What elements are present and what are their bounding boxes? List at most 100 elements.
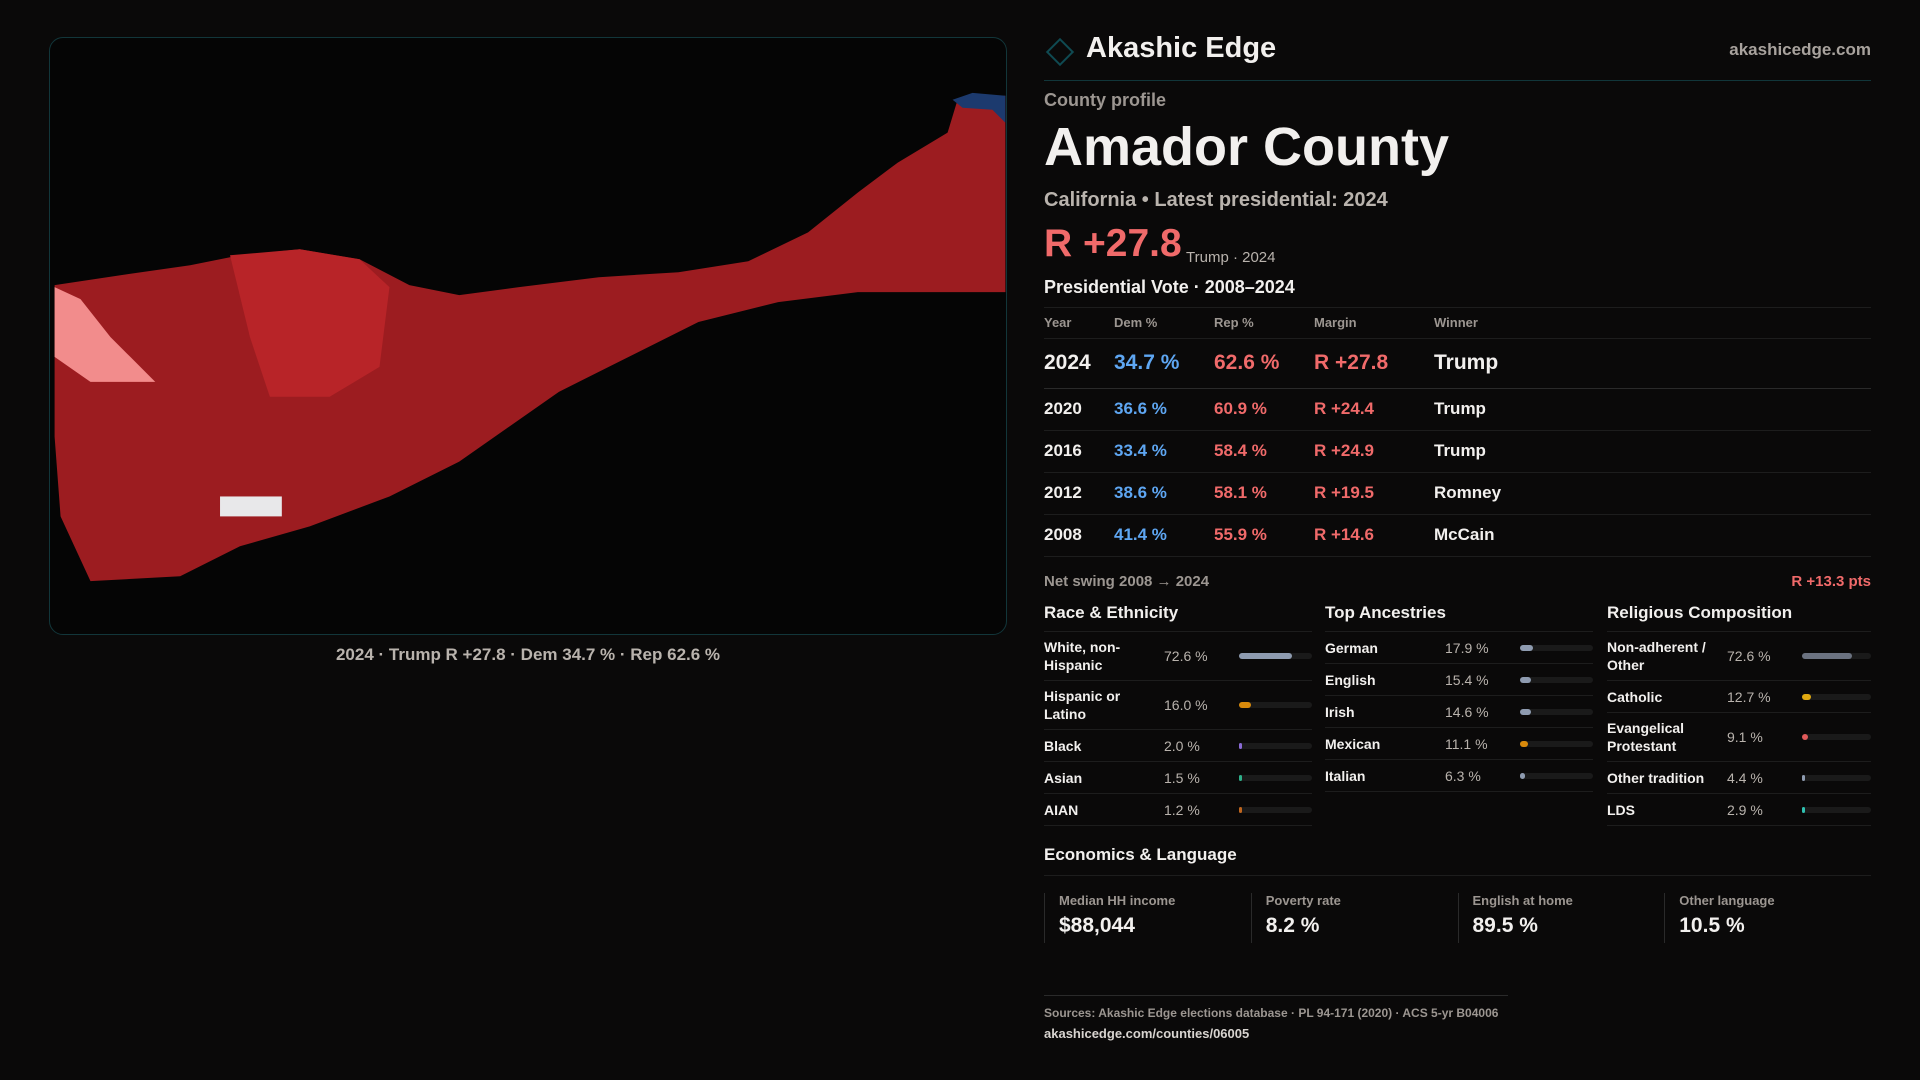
stat-label: Poverty rate bbox=[1265, 893, 1341, 908]
cell-winner: Romney bbox=[1434, 472, 1871, 515]
section-title: Race & Ethnicity bbox=[1044, 603, 1312, 632]
table-row: 2024 34.7 % 62.6 % R +27.8 Trump bbox=[1044, 338, 1871, 389]
item-bar bbox=[1239, 774, 1312, 781]
item-pct: 15.4 % bbox=[1445, 671, 1489, 688]
kicker: County profile bbox=[1044, 90, 1166, 110]
item-bar-fill bbox=[1239, 702, 1251, 708]
item-bar bbox=[1520, 772, 1593, 779]
item-label: Black bbox=[1044, 737, 1082, 754]
stat-card: Median HH income $88,044 bbox=[1044, 893, 1251, 943]
map-caption: 2024 · Trump R +27.8 · Dem 34.7 % · Rep … bbox=[335, 645, 721, 664]
divider bbox=[1044, 80, 1871, 81]
county-shape bbox=[54, 95, 1006, 582]
item-label: LDS bbox=[1607, 801, 1635, 818]
precinct-dem bbox=[952, 92, 1006, 123]
stat-card: Other language 10.5 % bbox=[1664, 893, 1871, 943]
sources-link[interactable]: akashicedge.com/counties/06005 bbox=[1044, 1026, 1250, 1041]
item-bar bbox=[1520, 740, 1593, 747]
stat-label: Median HH income bbox=[1059, 893, 1176, 908]
cell-year: 2016 bbox=[1044, 430, 1114, 473]
item-bar bbox=[1802, 806, 1871, 813]
col-year: Year bbox=[1044, 308, 1114, 339]
cell-winner: McCain bbox=[1434, 514, 1871, 557]
list-item: Hispanic or Latino 16.0 % bbox=[1044, 681, 1312, 730]
list-item: White, non-Hispanic 72.6 % bbox=[1044, 632, 1312, 681]
stat-value: $88,044 bbox=[1059, 914, 1135, 937]
item-bar-fill bbox=[1520, 740, 1529, 747]
item-pct: 1.2 % bbox=[1164, 801, 1200, 818]
item-pct: 16.0 % bbox=[1164, 697, 1208, 713]
economics-title: Economics & Language bbox=[1044, 845, 1871, 876]
race-section: Race & Ethnicity White, non-Hispanic 72.6 … bbox=[1044, 603, 1312, 826]
item-bar-fill bbox=[1802, 774, 1806, 781]
swing-value: R +13.3 pts bbox=[1791, 573, 1871, 590]
item-label: Evangelical Protestant bbox=[1607, 720, 1685, 754]
cell-year: 2024 bbox=[1044, 338, 1114, 389]
item-bar bbox=[1802, 653, 1871, 659]
item-pct: 2.0 % bbox=[1164, 737, 1200, 754]
economics-stats: Median HH income $88,044 Poverty rate 8.2 %… bbox=[1044, 893, 1871, 943]
item-label: Mexican bbox=[1325, 735, 1381, 752]
section-title: Religious Composition bbox=[1607, 603, 1871, 632]
item-bar-fill bbox=[1802, 653, 1853, 659]
item-pct: 2.9 % bbox=[1727, 801, 1763, 818]
cell-dem: 34.7 % bbox=[1114, 338, 1214, 389]
list-item: Italian 6.3 % bbox=[1325, 760, 1593, 792]
col-rep: Rep % bbox=[1214, 308, 1314, 339]
stat-card: English at home 89.5 % bbox=[1457, 893, 1665, 943]
item-bar-fill bbox=[1239, 653, 1292, 659]
item-bar bbox=[1239, 742, 1312, 749]
brand-name: Akashic Edge bbox=[1086, 32, 1277, 64]
item-bar bbox=[1520, 676, 1593, 683]
item-bar bbox=[1520, 644, 1593, 651]
item-bar-fill bbox=[1239, 774, 1242, 781]
cell-rep: 58.1 % bbox=[1214, 472, 1314, 515]
item-bar-fill bbox=[1520, 772, 1525, 779]
item-pct: 17.9 % bbox=[1445, 639, 1489, 656]
county-map[interactable] bbox=[49, 37, 1007, 635]
list-item: Catholic 12.7 % bbox=[1607, 681, 1871, 713]
list-item: Irish 14.6 % bbox=[1325, 696, 1593, 728]
cell-margin: R +27.8 bbox=[1314, 338, 1434, 389]
stat-label: English at home bbox=[1472, 893, 1573, 908]
cell-rep: 58.4 % bbox=[1214, 430, 1314, 473]
religion-section: Religious Composition Non-adherent / Othe… bbox=[1607, 603, 1871, 826]
item-bar bbox=[1239, 806, 1312, 813]
item-bar-fill bbox=[1802, 806, 1805, 813]
item-label: German bbox=[1325, 639, 1378, 656]
item-pct: 1.5 % bbox=[1164, 769, 1200, 786]
table-row: 2012 38.6 % 58.1 % R +19.5 Romney bbox=[1044, 472, 1871, 515]
cell-margin: R +24.9 bbox=[1314, 430, 1434, 473]
item-pct: 12.7 % bbox=[1727, 688, 1771, 705]
cell-rep: 60.9 % bbox=[1214, 388, 1314, 431]
item-bar-fill bbox=[1520, 644, 1534, 651]
cell-rep: 55.9 % bbox=[1214, 514, 1314, 557]
site-link[interactable]: akashicedge.com bbox=[1729, 40, 1871, 59]
page-title: Amador County bbox=[1044, 117, 1449, 177]
item-bar bbox=[1802, 693, 1871, 700]
item-label: Non-adherent / Other bbox=[1607, 639, 1706, 673]
item-bar bbox=[1520, 708, 1593, 715]
item-pct: 72.6 % bbox=[1164, 648, 1208, 664]
item-label: Catholic bbox=[1607, 688, 1663, 705]
stat-value: 89.5 % bbox=[1472, 914, 1538, 937]
cell-dem: 36.6 % bbox=[1114, 388, 1214, 431]
precinct-nodata bbox=[220, 496, 282, 517]
item-pct: 14.6 % bbox=[1445, 703, 1489, 720]
item-label: Italian bbox=[1325, 767, 1366, 784]
item-bar-fill bbox=[1239, 742, 1242, 749]
list-item: Non-adherent / Other 72.6 % bbox=[1607, 632, 1871, 681]
list-item: LDS 2.9 % bbox=[1607, 794, 1871, 826]
cell-year: 2012 bbox=[1044, 472, 1114, 515]
margin-label: Trump · 2024 bbox=[1186, 249, 1276, 266]
brand-logo[interactable]: Akashic Edge bbox=[1044, 32, 1277, 66]
col-winner: Winner bbox=[1434, 308, 1871, 339]
section-title: Top Ancestries bbox=[1325, 603, 1593, 632]
item-bar bbox=[1239, 653, 1312, 659]
table-row: 2016 33.4 % 58.4 % R +24.9 Trump bbox=[1044, 430, 1871, 473]
item-bar bbox=[1802, 774, 1871, 781]
item-label: Asian bbox=[1044, 769, 1083, 786]
table-row: 2020 36.6 % 60.9 % R +24.4 Trump bbox=[1044, 388, 1871, 431]
votes-table: Year Dem % Rep % Margin Winner 2024 34.7 … bbox=[1044, 308, 1871, 557]
net-swing: Net swing 2008 → 2024 R +13.3 pts bbox=[1044, 573, 1871, 590]
